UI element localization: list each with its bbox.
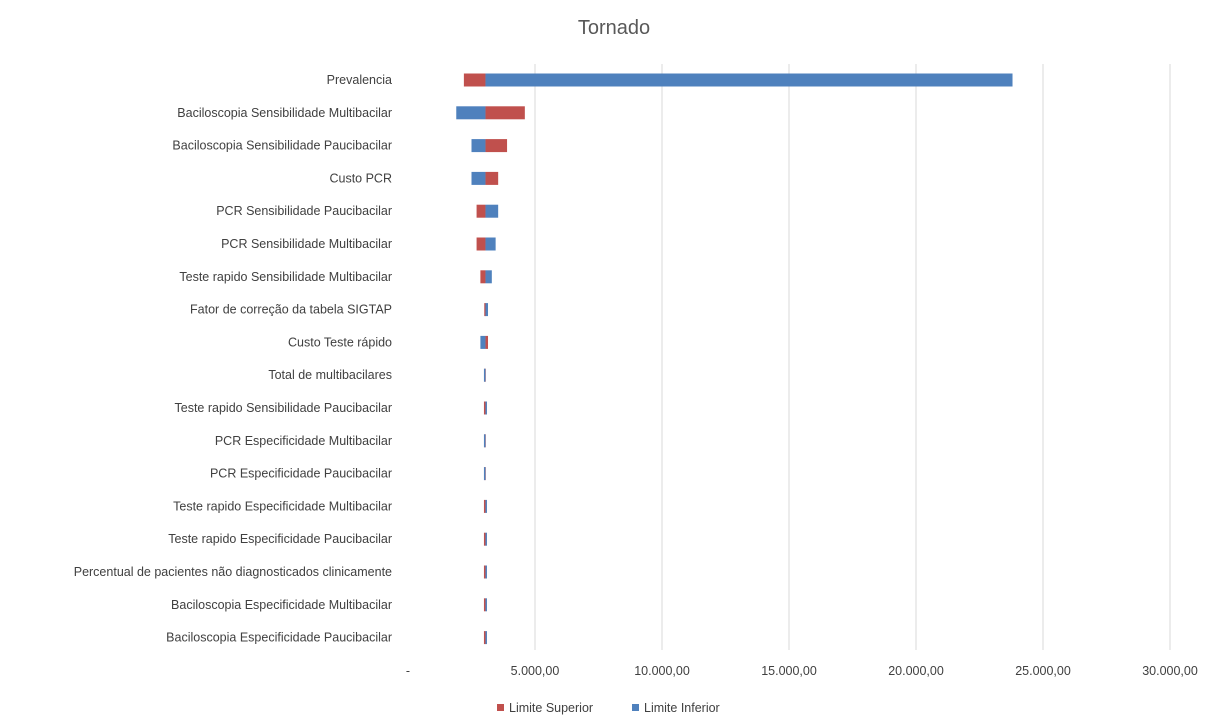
- bar-limite-inferior: [485, 237, 496, 251]
- x-tick-label: 30.000,00: [1142, 664, 1198, 678]
- category-label: PCR Sensibilidade Multibacilar: [221, 237, 392, 251]
- bar-limite-inferior: [471, 139, 486, 153]
- category-label: Teste rapido Sensibilidade Multibacilar: [179, 270, 392, 284]
- category-label: Custo Teste rápido: [288, 335, 392, 349]
- legend-swatch-limite-inferior: [632, 704, 639, 711]
- x-tick-label: 5.000,00: [511, 664, 560, 678]
- bar-limite-inferior: [485, 73, 1013, 87]
- bar-limite-inferior: [485, 303, 489, 317]
- bar-limite-inferior: [485, 565, 487, 579]
- bar-limite-superior: [463, 73, 486, 87]
- bar-limite-superior: [485, 171, 499, 185]
- bar-limite-superior: [476, 237, 486, 251]
- bar-limite-inferior: [485, 204, 499, 218]
- bar-limite-inferior: [485, 270, 492, 284]
- bar-limite-inferior: [483, 467, 486, 481]
- bar-limite-inferior: [456, 106, 486, 120]
- category-label: PCR Sensibilidade Paucibacilar: [216, 204, 392, 218]
- bar-limite-superior: [483, 565, 486, 579]
- x-axis-tick-labels: - 5.000,00 10.000,00 15.000,00 20.000,00 25.0…: [406, 664, 1198, 678]
- bar-limite-superior: [483, 631, 486, 645]
- x-tick-label: -: [406, 664, 410, 678]
- category-label: Percentual de pacientes não diagnosticad…: [74, 565, 392, 579]
- bar-limite-inferior: [485, 401, 487, 415]
- category-label: Teste rapido Especificidade Paucibacilar: [168, 532, 392, 546]
- legend-label-limite-superior: Limite Superior: [509, 701, 593, 715]
- category-labels: Prevalencia Baciloscopia Sensibilidade Mu…: [74, 73, 392, 645]
- bar-limite-superior: [480, 270, 486, 284]
- category-label: Baciloscopia Sensibilidade Paucibacilar: [172, 139, 392, 153]
- category-label: Baciloscopia Especificidade Paucibacilar: [166, 631, 392, 645]
- bar-limite-superior: [483, 401, 486, 415]
- x-tick-label: 20.000,00: [888, 664, 944, 678]
- bar-limite-superior: [485, 139, 508, 153]
- category-label: Teste rapido Especificidade Multibacilar: [173, 499, 392, 513]
- bar-limite-superior: [484, 303, 486, 317]
- category-label: Teste rapido Sensibilidade Paucibacilar: [175, 401, 393, 415]
- bar-limite-superior: [483, 532, 486, 546]
- bar-limite-superior: [485, 335, 489, 349]
- x-tick-label: 10.000,00: [634, 664, 690, 678]
- bar-limite-superior: [483, 598, 486, 612]
- bar-limite-superior: [476, 204, 486, 218]
- bar-limite-superior: [483, 499, 486, 513]
- category-label: Baciloscopia Sensibilidade Multibacilar: [177, 106, 392, 120]
- x-tick-label: 25.000,00: [1015, 664, 1071, 678]
- bar-limite-inferior: [485, 499, 487, 513]
- bars: [456, 73, 1013, 645]
- category-label: Fator de correção da tabela SIGTAP: [190, 303, 392, 317]
- category-label: Prevalencia: [327, 73, 392, 87]
- chart-title: Tornado: [578, 17, 650, 39]
- category-label: Baciloscopia Especificidade Multibacilar: [171, 598, 392, 612]
- category-label: Custo PCR: [329, 171, 392, 185]
- bar-limite-superior: [485, 106, 525, 120]
- bar-limite-inferior: [483, 434, 486, 448]
- bar-limite-inferior: [480, 335, 486, 349]
- bar-limite-inferior: [485, 532, 487, 546]
- gridlines: [534, 64, 1171, 650]
- category-label: Total de multibacilares: [268, 368, 392, 382]
- bar-limite-inferior: [483, 368, 486, 382]
- x-tick-label: 15.000,00: [761, 664, 817, 678]
- bar-limite-inferior: [471, 171, 486, 185]
- legend-swatch-limite-superior: [497, 704, 504, 711]
- legend-label-limite-inferior: Limite Inferior: [644, 701, 720, 715]
- legend: Limite Superior Limite Inferior: [497, 701, 720, 715]
- bar-limite-inferior: [485, 631, 487, 645]
- bar-limite-inferior: [485, 598, 487, 612]
- category-label: PCR Especificidade Multibacilar: [215, 434, 392, 448]
- category-label: PCR Especificidade Paucibacilar: [210, 467, 392, 481]
